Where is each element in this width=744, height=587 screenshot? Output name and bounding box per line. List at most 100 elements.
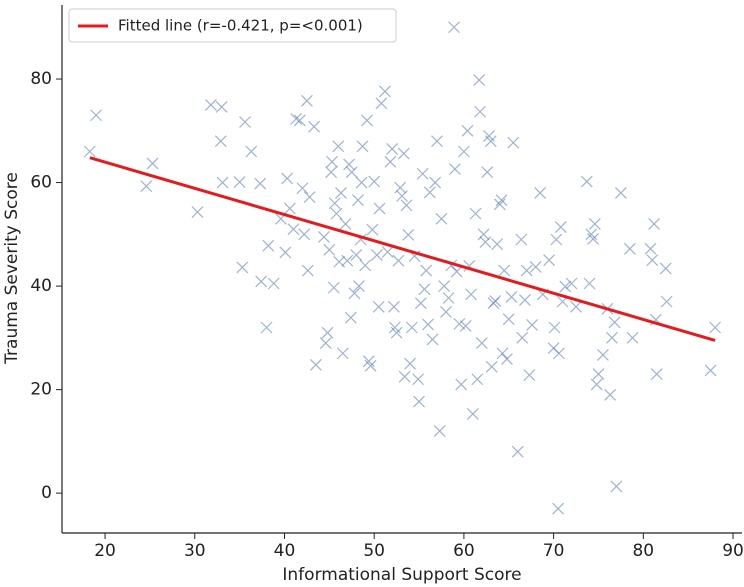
- scatter-point: [300, 94, 313, 107]
- scatter-point: [339, 218, 352, 230]
- scatter-point: [426, 333, 439, 346]
- y-tick-label: 0: [41, 483, 52, 503]
- scatter-point: [379, 85, 391, 98]
- scatter-point: [449, 163, 461, 176]
- scatter-point: [260, 321, 273, 334]
- x-tick-label: 20: [94, 541, 116, 561]
- scatter-point: [83, 145, 96, 158]
- scatter-point: [659, 262, 672, 275]
- scatter-point: [405, 321, 418, 334]
- scatter-point: [344, 311, 357, 324]
- scatter-point: [323, 243, 336, 256]
- scatter-point: [214, 135, 227, 148]
- scatter-point: [353, 280, 365, 293]
- scatter-point: [648, 218, 661, 230]
- x-tick-label: 30: [184, 541, 206, 561]
- scatter-point: [400, 199, 413, 212]
- scatter-point: [626, 331, 639, 344]
- scatter-point: [423, 186, 436, 199]
- scatter-point: [515, 233, 528, 246]
- scatter-point: [479, 236, 492, 249]
- scatter-point: [554, 221, 567, 233]
- scatter-point: [507, 136, 520, 149]
- scatter-point: [404, 357, 416, 370]
- scatter-point: [516, 331, 529, 344]
- scatter-point: [366, 223, 379, 236]
- scatter-point: [90, 109, 103, 122]
- scatter-point: [204, 98, 217, 111]
- legend: Fitted line (r=-0.421, p=<0.001): [68, 8, 397, 43]
- scatter-point: [262, 239, 275, 252]
- scatter-point: [552, 502, 565, 515]
- scatter-point: [384, 155, 397, 168]
- scatter-point: [484, 135, 497, 148]
- scatter-point: [461, 124, 474, 137]
- scatter-point: [481, 166, 494, 179]
- scatter-point: [610, 480, 623, 493]
- scatter-point: [301, 264, 314, 277]
- scatter-point: [279, 246, 292, 259]
- x-tick-label: 40: [274, 541, 296, 561]
- scatter-point: [326, 155, 338, 168]
- scatter-point: [501, 353, 513, 365]
- scatter-point: [394, 181, 407, 194]
- scatter-point: [416, 167, 429, 180]
- scatter-point: [498, 264, 511, 277]
- scatter-point: [660, 295, 673, 308]
- x-tick-label: 90: [722, 541, 744, 561]
- scatter-point: [709, 321, 722, 334]
- scatter-point: [433, 425, 446, 437]
- scatter-point: [548, 321, 561, 334]
- scatter-point: [290, 112, 303, 125]
- scatter-point: [398, 370, 411, 383]
- scatter-point: [420, 264, 433, 277]
- scatter-point: [518, 294, 531, 306]
- scatter-point: [459, 320, 472, 332]
- scatter-point: [239, 116, 251, 128]
- scatter-point: [529, 261, 542, 273]
- scatter-point: [580, 175, 593, 188]
- scatter-point: [336, 347, 349, 360]
- legend-label: Fitted line (r=-0.421, p=<0.001): [118, 17, 363, 35]
- scatter-point: [356, 140, 369, 153]
- y-tick-label: 60: [30, 173, 52, 193]
- scatter-point: [523, 369, 536, 382]
- scatter-point: [496, 347, 509, 360]
- scatter-point: [590, 378, 603, 391]
- legend-box: [68, 8, 397, 43]
- scatter-point: [471, 373, 484, 386]
- scatter-point: [267, 277, 280, 290]
- scatter-point: [495, 194, 508, 207]
- scatter-point: [453, 317, 466, 330]
- scatter-point: [146, 157, 159, 170]
- scatter-point: [526, 318, 539, 331]
- scatter-point: [414, 297, 427, 310]
- scatter-point: [283, 202, 296, 215]
- y-tick-label: 80: [30, 69, 52, 89]
- scatter-point: [402, 228, 415, 241]
- scatter-point: [550, 233, 563, 246]
- scatter-point: [489, 295, 502, 308]
- scatter-point: [298, 228, 311, 241]
- scatter-point: [704, 364, 717, 377]
- scatter-point: [465, 288, 478, 301]
- scatter-point: [191, 206, 204, 218]
- scatter-point: [372, 300, 385, 313]
- scatter-point: [364, 359, 377, 372]
- scatter-point: [457, 145, 470, 158]
- scatter-point: [396, 190, 408, 202]
- scatter-point: [474, 105, 486, 118]
- scatter-point: [287, 223, 300, 236]
- scatter-point: [604, 388, 617, 401]
- scatter-point: [343, 158, 355, 171]
- scatter-point: [233, 176, 246, 188]
- scatter-point: [368, 175, 381, 188]
- scatter-point: [303, 191, 316, 203]
- x-tick-label: 80: [632, 541, 654, 561]
- scatter-point: [293, 114, 306, 127]
- scatter-point: [565, 277, 578, 290]
- scatter-point: [140, 180, 153, 193]
- scatter-point: [412, 373, 425, 386]
- scatter-point: [592, 368, 605, 381]
- scatter-point: [370, 249, 383, 261]
